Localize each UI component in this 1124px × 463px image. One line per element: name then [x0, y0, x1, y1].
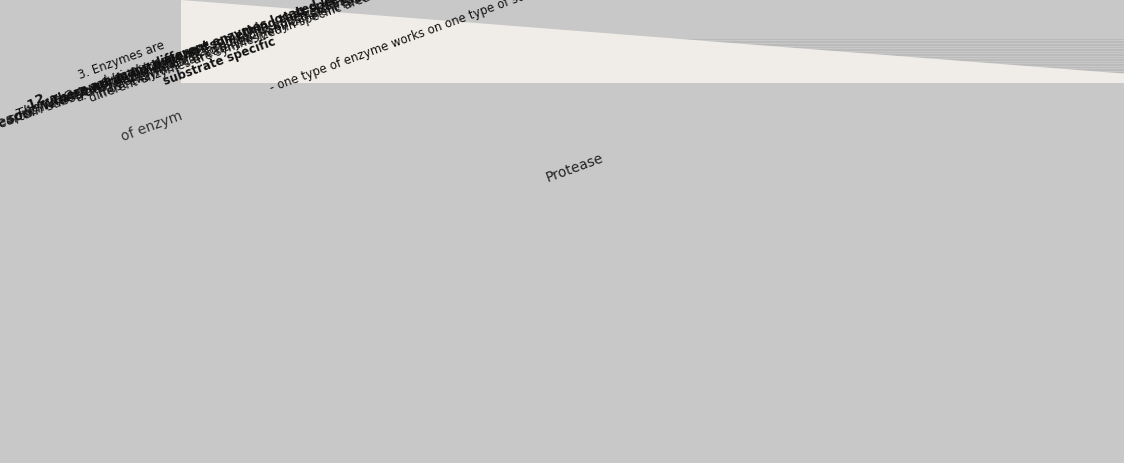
Polygon shape [181, 51, 1124, 53]
Text: different enzymes are synthesized in specific areas of the cytoplasm: different enzymes are synthesized in spe… [88, 0, 474, 106]
Text: a.: a. [73, 88, 89, 104]
Text: Protease: Protease [544, 151, 605, 185]
Polygon shape [506, 160, 642, 176]
Polygon shape [181, 46, 1124, 48]
Polygon shape [181, 42, 1124, 43]
Text: of enzym: of enzym [119, 109, 184, 144]
Polygon shape [181, 59, 1124, 61]
Text: 3. Enzymes are: 3. Enzymes are [76, 37, 170, 81]
Text: an enzyme binds to a specific substrate (reactant) for the reaction catalyzed: an enzyme binds to a specific substrate … [105, 0, 537, 95]
Text: substrate specific: substrate specific [162, 36, 278, 88]
Text: 1.: 1. [25, 95, 43, 112]
Polygon shape [181, 67, 1124, 68]
Text: specific active site if it does not: specific active site if it does not [6, 42, 208, 126]
Text: certain substrate  must  hav: certain substrate must hav [0, 54, 179, 131]
Polygon shape [181, 39, 1124, 40]
Polygon shape [181, 64, 1124, 66]
Text: There are many different enzymes located in the cytoplasm of a single cell.  How: There are many different enzymes located… [49, 0, 910, 108]
Text: enzymes are transported to specific substrates (reactants) by ribosomes: enzymes are transported to specific subs… [114, 0, 524, 90]
Text: c.: c. [91, 79, 105, 94]
Polygon shape [181, 54, 1124, 56]
Polygon shape [181, 77, 1124, 78]
Text: - one type of enzyme works on one type of substrate because only that molecule c: - one type of enzyme works on one type o… [264, 0, 837, 96]
Polygon shape [181, 62, 1124, 63]
Polygon shape [181, 49, 1124, 50]
Text: most enzymes can catalyze many different reactions: most enzymes can catalyze many different… [97, 0, 396, 100]
Text: What 2 words both mean “something that speeds up chemical reactions?” E __ __ __: What 2 words both mean “something that s… [40, 0, 759, 113]
Polygon shape [181, 72, 1124, 73]
Text: Then it Cannot bind to enzyme: Then it Cannot bind to enzyme [15, 38, 212, 121]
Text: d.: d. [99, 73, 115, 89]
Text: b.: b. [82, 83, 98, 99]
Polygon shape [181, 69, 1124, 71]
Polygon shape [181, 79, 1124, 81]
Polygon shape [181, 44, 1124, 45]
Polygon shape [181, 82, 1124, 83]
Text: Descri: Descri [0, 104, 36, 134]
Polygon shape [181, 74, 1124, 76]
Polygon shape [181, 56, 1124, 58]
Polygon shape [0, 0, 1124, 204]
Text: 2.: 2. [34, 90, 52, 107]
